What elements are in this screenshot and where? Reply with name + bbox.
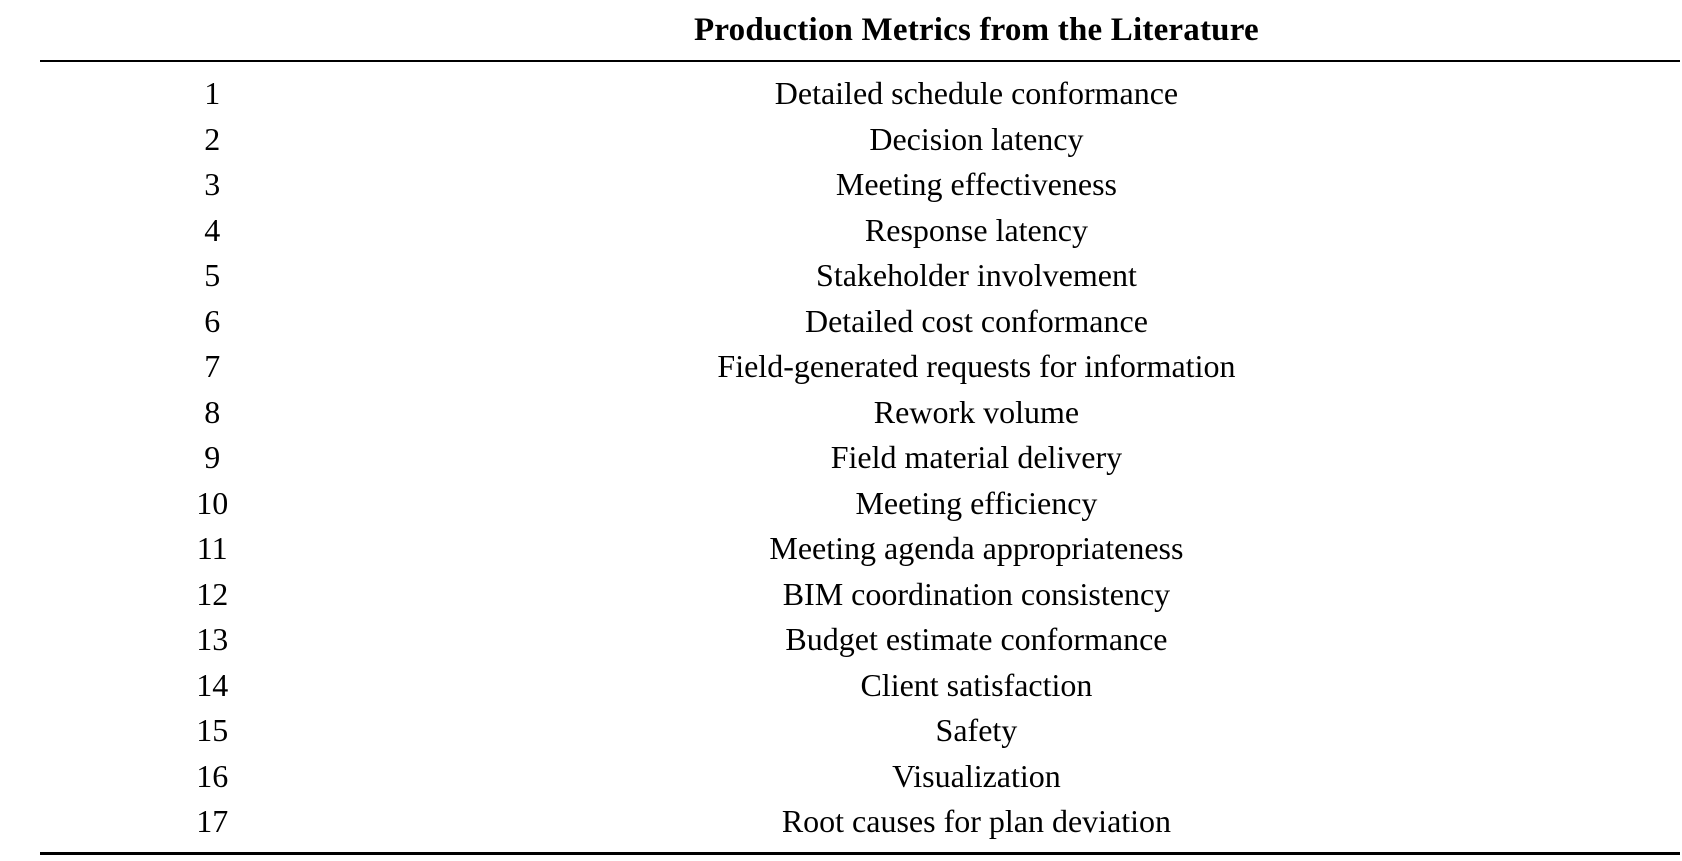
row-number: 12 [196, 575, 229, 612]
row-number: 2 [204, 120, 221, 157]
row-metric: Field-generated requests for information [717, 348, 1236, 385]
paper-table: Production Metrics from the Literature 1… [40, 0, 1680, 855]
row-number: 7 [204, 348, 221, 385]
table-row: 10 Meeting efficiency [40, 481, 1680, 527]
row-metric: Visualization [892, 757, 1061, 794]
table-row: 14 Client satisfaction [40, 663, 1680, 709]
row-number: 5 [204, 257, 221, 294]
table-row: 12 BIM coordination consistency [40, 572, 1680, 618]
table-row: 4 Response latency [40, 208, 1680, 254]
row-metric: Safety [935, 712, 1018, 749]
row-metric: Field material delivery [830, 439, 1123, 476]
row-metric: Decision latency [869, 120, 1084, 157]
table-row: 1 Detailed schedule conformance [40, 71, 1680, 117]
row-number: 6 [204, 302, 221, 339]
table-row: 13 Budget estimate conformance [40, 617, 1680, 663]
row-metric: Client satisfaction [860, 666, 1093, 703]
table-row: 9 Field material delivery [40, 435, 1680, 481]
row-metric: BIM coordination consistency [782, 575, 1171, 612]
row-metric: Stakeholder involvement [816, 257, 1137, 294]
table-row: 16 Visualization [40, 754, 1680, 800]
table-row: 15 Safety [40, 708, 1680, 754]
row-number: 16 [196, 757, 229, 794]
table-row: 8 Rework volume [40, 390, 1680, 436]
table-header: Production Metrics from the Literature [40, 0, 1680, 62]
row-metric: Budget estimate conformance [785, 621, 1168, 658]
table-row: 11 Meeting agenda appropriateness [40, 526, 1680, 572]
table-row: 17 Root causes for plan deviation [40, 799, 1680, 845]
row-number: 1 [204, 75, 221, 112]
row-number: 13 [196, 621, 229, 658]
row-number: 10 [196, 484, 229, 521]
table-row: 7 Field-generated requests for informati… [40, 344, 1680, 390]
row-number: 8 [204, 393, 221, 430]
row-metric: Meeting effectiveness [835, 166, 1117, 203]
row-metric: Response latency [864, 211, 1088, 248]
row-number: 4 [204, 211, 221, 248]
row-metric: Rework volume [873, 393, 1080, 430]
row-metric: Root causes for plan deviation [781, 803, 1172, 840]
row-number: 9 [204, 439, 221, 476]
row-number: 17 [196, 803, 229, 840]
row-metric: Detailed cost conformance [804, 302, 1148, 339]
table-row: 2 Decision latency [40, 117, 1680, 163]
table-row: 6 Detailed cost conformance [40, 299, 1680, 345]
row-number: 14 [196, 666, 229, 703]
row-number: 15 [196, 712, 229, 749]
row-number: 11 [196, 530, 228, 567]
row-metric: Meeting efficiency [855, 484, 1098, 521]
table-body: 1 Detailed schedule conformance 2 Decisi… [40, 62, 1680, 855]
table-title: Production Metrics from the Literature [694, 11, 1259, 48]
row-metric: Meeting agenda appropriateness [769, 530, 1184, 567]
table-row: 5 Stakeholder involvement [40, 253, 1680, 299]
row-metric: Detailed schedule conformance [774, 75, 1179, 112]
table-row: 3 Meeting effectiveness [40, 162, 1680, 208]
row-number: 3 [204, 166, 221, 203]
